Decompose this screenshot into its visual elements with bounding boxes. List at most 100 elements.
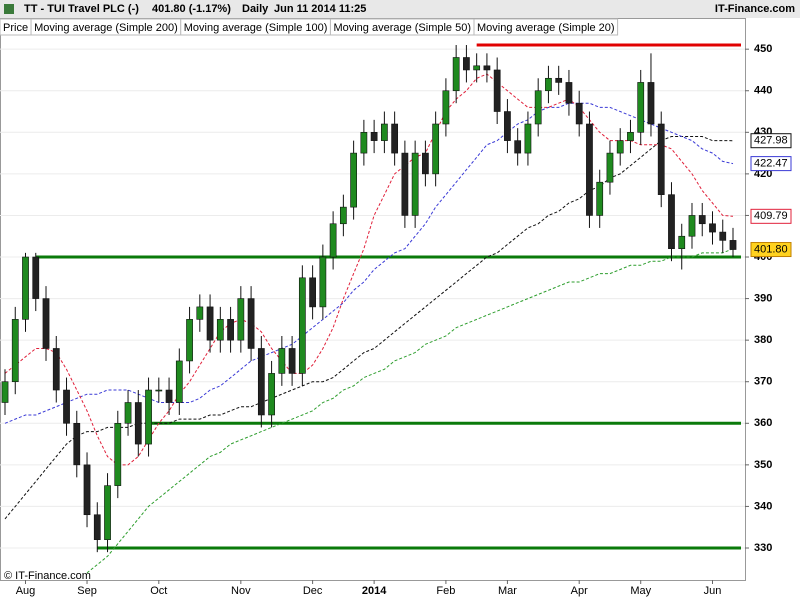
legend-label: Moving average (Simple 100): [184, 22, 328, 34]
last-value-box: [750, 133, 792, 149]
candle-body: [678, 235, 686, 250]
legend-label: Moving average (Simple 20): [477, 22, 615, 34]
x-tick-label: Dec: [303, 585, 323, 597]
candle-body: [227, 319, 234, 341]
x-tick-label: 2014: [362, 585, 387, 597]
candle-body: [52, 348, 60, 391]
moving-average-line: [4, 73, 734, 466]
candle-body: [22, 256, 29, 320]
candle-body: [422, 152, 429, 175]
candle-body: [463, 57, 470, 71]
last-value-label: 401.80: [754, 243, 788, 255]
candle-body: [555, 77, 563, 83]
x-tick-label: Mar: [498, 585, 517, 597]
y-tick-label: 330: [754, 542, 772, 554]
candle-body: [565, 82, 573, 104]
source: IT-Finance.com: [715, 3, 795, 15]
last-value-label: 427.98: [754, 135, 788, 147]
candle-body: [11, 319, 19, 383]
candle-body: [319, 256, 327, 308]
quote: 401.80 (-1.17%): [152, 3, 231, 15]
candle-body: [411, 152, 419, 216]
y-tick-label: 450: [754, 43, 772, 55]
candle-body: [391, 123, 399, 154]
x-tick-label: Nov: [231, 585, 251, 597]
candle-body: [309, 277, 316, 308]
candle-body: [268, 373, 275, 416]
x-tick-label: May: [630, 585, 651, 597]
plot-area: [0, 43, 745, 574]
candle-body: [257, 348, 265, 416]
candle-body: [1, 381, 9, 403]
candle-body: [196, 306, 204, 320]
candle-body: [657, 123, 665, 195]
candle-body: [575, 102, 583, 125]
candle-body: [32, 256, 40, 299]
candle-body: [432, 123, 440, 175]
candle-body: [473, 65, 481, 71]
candle-body: [237, 298, 245, 341]
chart-title: TT - TUI Travel PLC (-): [24, 3, 139, 15]
interval: Daily: [242, 3, 269, 15]
candle-body: [114, 422, 122, 486]
y-tick-label: 360: [754, 417, 772, 429]
candle-body: [524, 123, 532, 154]
candle-body: [616, 140, 624, 154]
candle-body: [278, 348, 286, 374]
y-tick-label: 390: [754, 292, 772, 304]
candle-body: [545, 77, 552, 92]
y-tick-label: 440: [754, 85, 772, 97]
candle-body: [134, 402, 142, 445]
legend-label: Price: [3, 22, 28, 34]
candle-body: [186, 319, 193, 362]
candle-body: [534, 90, 542, 125]
candle-body: [360, 132, 368, 154]
y-tick-label: 380: [754, 334, 772, 346]
candle-body: [175, 360, 183, 403]
y-tick-label: 340: [754, 500, 772, 512]
x-tick-label: Sep: [77, 585, 97, 597]
legend-label: Moving average (Simple 50): [333, 22, 471, 34]
legend: Price Moving average (Simple 200) Moving a…: [0, 18, 619, 36]
candle-body: [288, 348, 296, 374]
candle-body: [339, 206, 347, 225]
candle-body: [350, 152, 357, 208]
last-value-label: 422.47: [754, 158, 788, 170]
y-tick-label: 370: [754, 376, 772, 388]
candle-body: [42, 298, 50, 349]
x-tick-label: Apr: [571, 585, 588, 597]
moving-average-line: [4, 136, 734, 520]
candle-body: [514, 140, 522, 154]
legend-label: Moving average (Simple 200): [34, 22, 178, 34]
candle-body: [596, 181, 604, 216]
last-value-box: [750, 156, 792, 172]
copyright: © IT-Finance.com: [4, 570, 91, 582]
candle-body: [709, 223, 716, 233]
last-value-box: [750, 208, 792, 224]
candle-body: [504, 111, 511, 141]
candle-body: [401, 152, 409, 216]
candle-body: [329, 223, 337, 258]
candle-body: [216, 319, 224, 341]
logo-icon: [4, 4, 14, 14]
candle-body: [719, 231, 727, 241]
candle-body: [381, 123, 388, 141]
candle-body: [606, 152, 614, 183]
x-tick-label: Aug: [16, 585, 36, 597]
legend-box: [473, 18, 619, 36]
last-value-box: [750, 242, 792, 258]
candle-body: [83, 464, 91, 516]
header-bar: [0, 0, 800, 18]
candle-body: [298, 277, 306, 374]
y-tick-label: 350: [754, 459, 772, 471]
timestamp: Jun 11 2014 11:25: [274, 3, 366, 15]
candle-body: [627, 132, 634, 141]
candle-body: [729, 240, 737, 250]
candle-body: [145, 389, 152, 445]
candle-body: [493, 69, 501, 112]
candle-body: [73, 422, 81, 466]
candle-body: [698, 215, 706, 225]
candle-body: [483, 65, 491, 71]
